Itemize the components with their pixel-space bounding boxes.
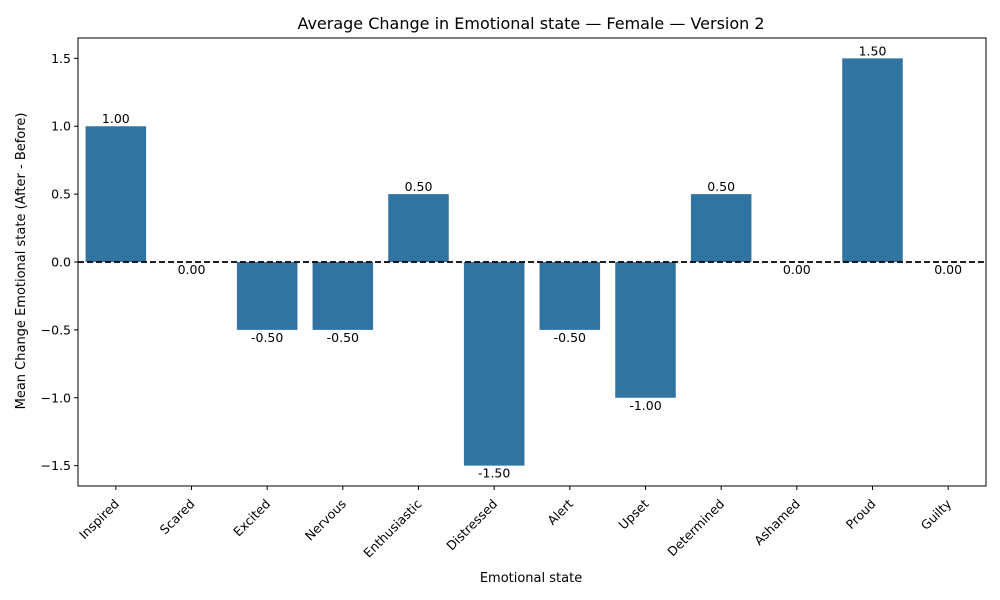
y-tick-label: −1.0: [41, 390, 71, 405]
chart-title: Average Change in Emotional state — Fema…: [297, 14, 764, 33]
bar-proud: [842, 58, 903, 263]
y-axis-label: Mean Change Emotional state (After - Bef…: [14, 113, 29, 410]
x-tick-label: Distressed: [443, 496, 500, 553]
x-axis: Inspired Scared Excited Nervous Enthusiastic…: [76, 486, 955, 561]
bar-excited: [236, 262, 298, 330]
data-label-ashamed: 0.00: [783, 262, 811, 277]
data-label-alert: -0.50: [554, 330, 586, 345]
bar-determined: [690, 194, 752, 262]
x-tick-label: Inspired: [76, 496, 122, 542]
data-label-nervous: -0.50: [327, 330, 359, 345]
y-tick-label: −0.5: [41, 322, 71, 337]
bar-enthusiastic: [388, 194, 449, 262]
x-tick-label: Guilty: [918, 496, 955, 533]
data-label-distressed: -1.50: [478, 466, 510, 481]
bar-upset: [615, 262, 676, 398]
bar-nervous: [312, 262, 374, 330]
x-tick-label: Alert: [544, 496, 576, 528]
data-label-guilty: 0.00: [934, 262, 962, 277]
bars-group: [85, 58, 903, 466]
data-label-enthusiastic: 0.50: [405, 179, 433, 194]
x-tick-label: Ashamed: [751, 496, 803, 548]
y-tick-label: 1.5: [51, 51, 71, 66]
x-axis-label: Emotional state: [480, 571, 582, 586]
x-tick-label: Scared: [157, 496, 198, 537]
y-axis: −1.5 −1.0 −0.5 0.0 0.5 1.0 1.5: [41, 51, 78, 473]
x-tick-label: Proud: [843, 496, 879, 532]
x-tick-label: Determined: [664, 496, 727, 559]
y-tick-label: −1.5: [41, 458, 71, 473]
data-label-upset: -1.00: [629, 398, 661, 413]
x-tick-label: Excited: [230, 496, 273, 539]
y-tick-label: 0.5: [51, 187, 71, 202]
data-labels-group: 1.00 0.00 -0.50 -0.50 0.50 -1.50 -0.50 -1.00 0.5…: [102, 43, 962, 480]
x-tick-label: Upset: [615, 496, 651, 532]
data-label-scared: 0.00: [178, 262, 206, 277]
data-label-determined: 0.50: [707, 179, 735, 194]
bar-inspired: [85, 126, 147, 262]
y-tick-label: 1.0: [51, 119, 71, 134]
bar-alert: [539, 262, 601, 330]
data-label-excited: -0.50: [251, 330, 283, 345]
x-tick-label: Enthusiastic: [360, 496, 424, 560]
x-tick-label: Nervous: [302, 496, 349, 543]
data-label-inspired: 1.00: [102, 111, 130, 126]
y-tick-label: 0.0: [51, 255, 71, 270]
bar-distressed: [463, 262, 525, 466]
data-label-proud: 1.50: [859, 43, 887, 58]
